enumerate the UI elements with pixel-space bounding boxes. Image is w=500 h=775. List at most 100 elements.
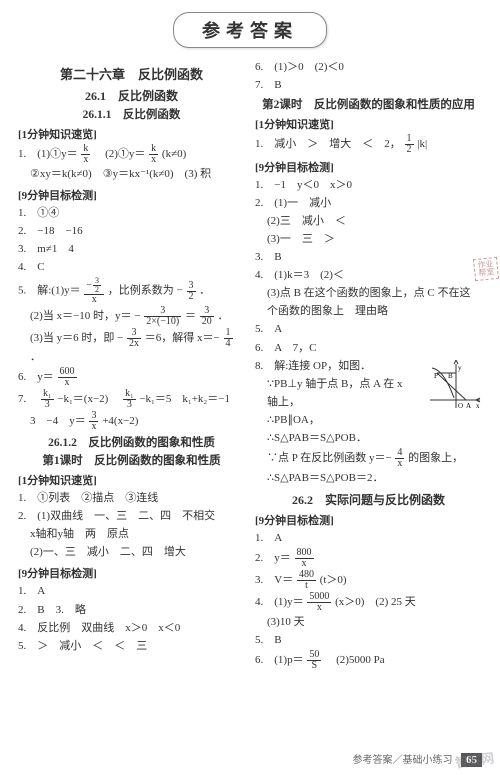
text: ∵点 P 在反比例函数 y＝− <box>267 452 392 464</box>
line: 4. (1)k＝3 (2)＜ <box>255 267 482 284</box>
lesson-1-title: 第1课时 反比例函数的图象和性质 <box>18 452 245 468</box>
text: ，比例系数为 − <box>108 285 183 297</box>
text: ． <box>217 310 228 322</box>
line: ∴S△PAB＝S△POB． <box>255 430 482 447</box>
text: 的图象上， <box>408 452 463 464</box>
title-banner: 参考答案 <box>18 12 482 48</box>
line: y x P B A O 8. 解:连接 OP，如图． <box>255 358 482 375</box>
nine-min-title-2: [9分钟目标检测] <box>18 565 245 581</box>
text: ． <box>30 351 41 363</box>
footer-text: 参考答案／基础小练习 <box>353 755 453 766</box>
text: 5. 解:(1)y＝ <box>18 285 81 297</box>
fraction: 12 <box>405 134 414 155</box>
line: (2)一、三 减小 二、四 增大 <box>18 544 245 561</box>
text: 4. (1)y＝ <box>255 596 304 608</box>
text: −k₁＝5 k₁+k₂＝−1 <box>139 393 230 405</box>
text: 6. y＝ <box>18 371 54 383</box>
text: (x＞0) (2) 25 天 <box>335 596 416 608</box>
line: 6. y＝ 600x <box>18 367 245 388</box>
line: 5. B <box>255 632 482 649</box>
fraction: kx <box>81 144 90 165</box>
line: 2. (1)双曲线 一、三 二、四 不相交 <box>18 508 245 525</box>
fraction: 32×(−10) <box>144 306 181 327</box>
section-26-1: 26.1 反比例函数 <box>18 87 245 104</box>
text: (2)当 x＝−10 时，y＝ − <box>30 310 140 322</box>
line: ∴S△PAB＝S△POB＝2． <box>255 470 482 487</box>
line: (3)10 天 <box>255 614 482 631</box>
text: (k≠0) <box>162 148 186 160</box>
line: 4. (1)y＝ 5000x (x＞0) (2) 25 天 <box>255 592 482 613</box>
one-min-title-2: [1分钟知识速览] <box>18 472 245 488</box>
text: +4(x−2) <box>102 415 138 427</box>
line: 4. 反比例 双曲线 x＞0 x＜0 <box>18 620 245 637</box>
text: 8. 解:连接 OP，如图． <box>255 360 371 372</box>
line: 3. V＝ 480t (t＞0) <box>255 570 482 591</box>
line: 2. (1)一 减小 <box>255 195 482 212</box>
subsection-26-1-2: 26.1.2 反比例函数的图象和性质 <box>18 434 245 450</box>
line: (2)当 x＝−10 时，y＝ − 32×(−10) ＝ 320 ． <box>18 306 245 327</box>
fraction: 32x <box>127 328 141 349</box>
line: 3 −4 y＝ 3x +4(x−2) <box>18 411 245 432</box>
text: 3 −4 y＝ <box>30 415 86 427</box>
chapter-title: 第二十六章 反比例函数 <box>18 64 245 83</box>
fraction: −32 x <box>84 277 104 305</box>
line: ②xy＝k(k≠0) ③y＝kx⁻¹(k≠0) (3) 积 <box>18 166 245 183</box>
line: 1. ①④ <box>18 205 245 222</box>
text: 3. V＝ <box>255 574 293 586</box>
fraction: k₁3 <box>123 389 136 410</box>
fraction: 5000x <box>307 592 331 613</box>
text: (3)当 y＝6 时，即 − <box>30 332 123 344</box>
text: (2)①y＝ <box>94 148 145 160</box>
svg-text:O: O <box>458 402 463 410</box>
line: (3)一 三 ＞ <box>255 231 482 248</box>
section-26-2: 26.2 实际问题与反比例函数 <box>255 491 482 508</box>
line: 1. A <box>255 530 482 547</box>
line: 5. 解:(1)y＝ −32 x ，比例系数为 − 32 ． <box>18 277 245 305</box>
fraction: 14 <box>224 328 233 349</box>
lesson-2-title: 第2课时 反比例函数的图象和性质的应用 <box>255 96 482 112</box>
fraction: 32 <box>187 281 196 302</box>
fraction: 800x <box>295 548 314 569</box>
left-column: 第二十六章 反比例函数 26.1 反比例函数 26.1.1 反比例函数 [1分钟… <box>18 58 245 672</box>
stamp-line: 帮室 <box>478 268 495 278</box>
line: 个函数的图象上 理由略 <box>255 303 482 320</box>
line: 4. C <box>18 259 245 276</box>
line: ∵点 P 在反比例函数 y＝− 4x 的图象上， <box>255 448 482 469</box>
line: (3)当 y＝6 时，即 − 32x ＝6，解得 x＝− 14 ． <box>18 328 245 366</box>
fraction: 3x <box>89 411 98 432</box>
line: 1. (1)①y＝ kx (2)①y＝ kx (k≠0) <box>18 144 245 165</box>
text: 2. y＝ <box>255 552 291 564</box>
content-columns: 第二十六章 反比例函数 26.1 反比例函数 26.1.1 反比例函数 [1分钟… <box>18 58 482 672</box>
line: 6. (1)＞0 (2)＜0 <box>255 59 482 76</box>
fraction: k₁3 <box>41 389 54 410</box>
line: (3)点 B 在这个函数的图象上，点 C 不在这 <box>255 285 482 302</box>
line: 2. y＝ 800x <box>255 548 482 569</box>
line: 1. ①列表 ②描点 ③连线 <box>18 490 245 507</box>
watermark: 智案网 <box>454 747 495 771</box>
line: 1. A <box>18 583 245 600</box>
line: 3. m≠1 4 <box>18 241 245 258</box>
text: 7. <box>18 393 37 405</box>
text: 1. (1)①y＝ <box>18 148 78 160</box>
line: 1. −1 y＜0 x＞0 <box>255 177 482 194</box>
line: (2)三 减小 ＜ <box>255 213 482 230</box>
text: 1. 减小 ＞ 增大 ＜ 2， <box>255 138 401 150</box>
line: 2. B 3. 略 <box>18 602 245 619</box>
fraction: 480t <box>297 570 316 591</box>
text: ＝ <box>185 310 196 322</box>
title-text: 参考答案 <box>173 12 327 48</box>
nine-min-title-r2: [9分钟目标检测] <box>255 512 482 528</box>
line: 1. 减小 ＞ 增大 ＜ 2， 12 |k| <box>255 134 482 155</box>
fraction: 320 <box>200 306 214 327</box>
fraction: 4x <box>395 448 404 469</box>
text: ． <box>199 285 210 297</box>
right-column: 6. (1)＞0 (2)＜0 7. B 第2课时 反比例函数的图象和性质的应用 … <box>255 58 482 672</box>
line: 5. ＞ 减小 ＜ ＜ 三 <box>18 638 245 655</box>
line: 2. −18 −16 <box>18 223 245 240</box>
svg-text:x: x <box>476 402 480 410</box>
line: 3. B <box>255 249 482 266</box>
one-min-title: [1分钟知识速览] <box>18 126 245 142</box>
text: ＝6，解得 x＝− <box>145 332 220 344</box>
fraction: kx <box>149 144 158 165</box>
svg-text:A: A <box>466 402 471 410</box>
